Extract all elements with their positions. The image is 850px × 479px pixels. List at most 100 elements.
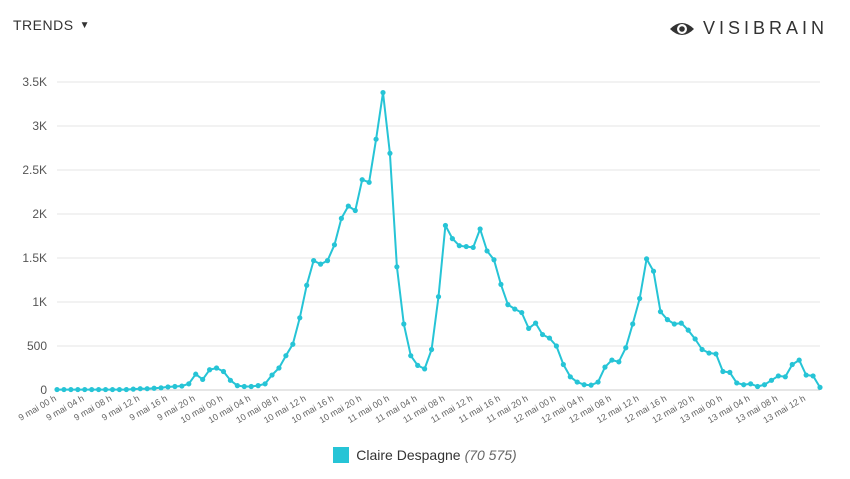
data-point[interactable] — [491, 257, 497, 263]
data-point[interactable] — [463, 243, 469, 250]
data-point[interactable] — [602, 364, 608, 370]
data-point[interactable] — [109, 386, 116, 393]
data-point[interactable] — [415, 362, 421, 368]
data-point[interactable] — [338, 215, 344, 221]
data-point[interactable] — [373, 136, 379, 142]
data-point[interactable] — [401, 321, 407, 327]
data-point[interactable] — [817, 384, 823, 390]
data-point[interactable] — [470, 244, 476, 251]
data-point[interactable] — [685, 327, 691, 333]
data-point[interactable] — [650, 268, 657, 274]
data-point[interactable] — [560, 361, 566, 368]
data-point[interactable] — [477, 226, 483, 232]
data-point[interactable] — [387, 150, 393, 156]
data-point[interactable] — [796, 357, 802, 363]
data-point[interactable] — [657, 309, 664, 315]
data-point[interactable] — [609, 357, 615, 363]
data-point[interactable] — [248, 383, 254, 390]
data-point[interactable] — [116, 386, 123, 393]
data-point[interactable] — [422, 366, 428, 372]
data-point[interactable] — [637, 295, 643, 302]
data-point[interactable] — [241, 383, 247, 390]
data-point[interactable] — [123, 386, 129, 393]
data-point[interactable] — [727, 369, 733, 375]
data-point[interactable] — [810, 373, 816, 379]
data-point[interactable] — [754, 383, 761, 390]
data-point[interactable] — [227, 377, 234, 383]
data-point[interactable] — [768, 377, 775, 383]
data-point[interactable] — [165, 384, 171, 390]
data-point[interactable] — [290, 341, 296, 347]
data-point[interactable] — [692, 336, 698, 342]
legend[interactable]: Claire Despagne (70 575) — [0, 447, 850, 463]
data-point[interactable] — [442, 222, 449, 229]
data-point[interactable] — [96, 386, 102, 393]
data-point[interactable] — [519, 309, 525, 316]
data-point[interactable] — [678, 320, 684, 326]
trends-dropdown[interactable]: TRENDS ▼ — [13, 17, 90, 33]
data-point[interactable] — [761, 382, 768, 388]
data-point[interactable] — [720, 368, 726, 375]
data-point[interactable] — [193, 371, 199, 377]
data-point[interactable] — [512, 306, 518, 312]
data-point[interactable] — [574, 379, 580, 385]
data-point[interactable] — [408, 353, 414, 359]
data-point[interactable] — [255, 383, 261, 389]
data-point[interactable] — [345, 203, 351, 209]
data-point[interactable] — [782, 374, 788, 380]
data-point[interactable] — [262, 381, 268, 387]
data-point[interactable] — [789, 361, 795, 368]
data-point[interactable] — [366, 179, 372, 185]
data-point[interactable] — [581, 382, 587, 388]
data-point[interactable] — [741, 382, 747, 388]
data-point[interactable] — [706, 350, 712, 356]
data-point[interactable] — [595, 379, 601, 385]
data-point[interactable] — [775, 373, 781, 379]
data-point[interactable] — [304, 282, 310, 288]
data-point[interactable] — [213, 365, 220, 371]
data-point[interactable] — [172, 383, 178, 390]
data-point[interactable] — [207, 367, 213, 373]
data-point[interactable] — [297, 315, 303, 321]
data-point[interactable] — [630, 321, 636, 327]
data-point[interactable] — [713, 351, 719, 357]
data-point[interactable] — [553, 343, 560, 349]
data-point[interactable] — [394, 264, 400, 270]
data-point[interactable] — [82, 386, 88, 393]
data-point[interactable] — [158, 385, 164, 391]
data-point[interactable] — [102, 386, 109, 393]
data-point[interactable] — [748, 381, 754, 387]
data-point[interactable] — [449, 236, 455, 242]
data-point[interactable] — [734, 380, 740, 386]
data-point[interactable] — [539, 331, 546, 338]
data-point[interactable] — [269, 372, 275, 378]
data-point[interactable] — [331, 242, 338, 248]
data-point[interactable] — [567, 374, 573, 380]
data-point[interactable] — [623, 345, 629, 351]
data-point[interactable] — [137, 386, 143, 392]
data-point[interactable] — [359, 177, 365, 183]
data-point[interactable] — [546, 335, 553, 341]
data-point[interactable] — [616, 359, 622, 365]
data-point[interactable] — [200, 376, 206, 383]
data-point[interactable] — [283, 353, 289, 359]
data-point[interactable] — [54, 386, 60, 393]
data-point[interactable] — [699, 346, 705, 353]
data-point[interactable] — [317, 261, 324, 267]
data-point[interactable] — [533, 320, 539, 326]
data-point[interactable] — [505, 302, 511, 308]
data-point[interactable] — [588, 382, 594, 388]
data-point[interactable] — [803, 372, 809, 378]
data-point[interactable] — [89, 386, 95, 393]
data-point[interactable] — [498, 281, 504, 287]
data-point[interactable] — [186, 381, 192, 387]
data-point[interactable] — [311, 258, 317, 264]
data-point[interactable] — [380, 89, 386, 96]
data-point[interactable] — [324, 258, 331, 264]
data-point[interactable] — [276, 365, 282, 371]
data-point[interactable] — [671, 321, 677, 327]
data-point[interactable] — [234, 383, 240, 389]
data-point[interactable] — [61, 386, 67, 393]
data-point[interactable] — [526, 325, 532, 331]
data-point[interactable] — [220, 368, 227, 375]
